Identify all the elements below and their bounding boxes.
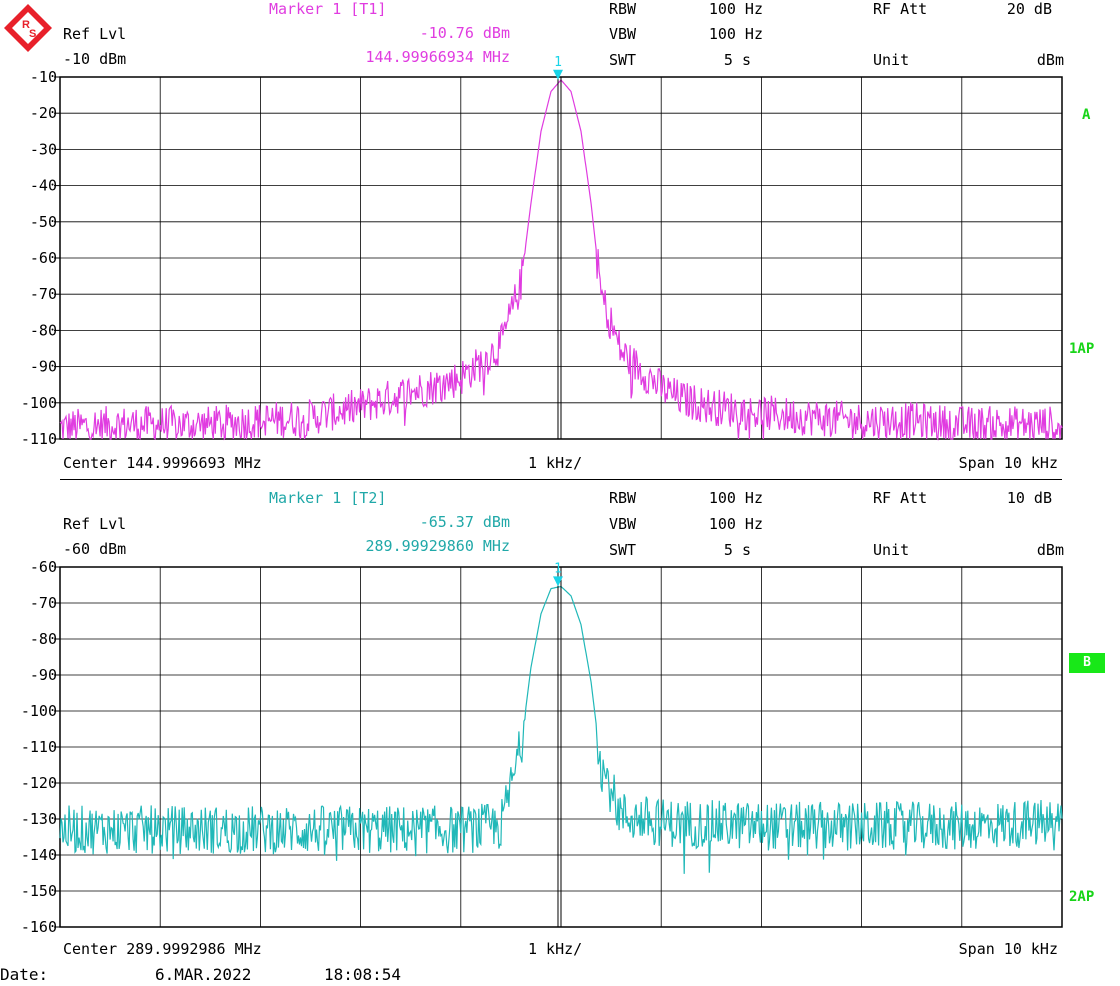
panel1-marker-title: Marker 1 [T1] [269,0,386,18]
panel2-swt-label: SWT [609,541,636,559]
panel2-swt-value: 5 s [670,541,751,559]
panel2-rbw-label: RBW [609,489,636,507]
panel2-mode-tag: 2AP [1069,888,1094,906]
y-tick-label: -110 [21,430,57,448]
date-value: 6.MAR.2022 [155,966,251,984]
panel2-vbw-label: VBW [609,515,636,533]
svg-text:S: S [29,28,36,40]
panel1-rbw-value: 100 Hz [670,0,763,18]
y-tick-label: -140 [21,846,57,864]
plot-frame [60,567,1062,927]
panel1-center: Center 144.9996693 MHz [63,454,262,472]
panel2-att-label: RF Att [873,489,927,507]
panel1-att-value: 20 dB [960,0,1052,18]
panel1-unit-label: Unit [873,51,909,69]
panel2-span: Span 10 kHz [900,940,1058,958]
panel1-span: Span 10 kHz [900,454,1058,472]
y-tick-label: -90 [30,666,57,684]
plot-frame [60,77,1062,439]
panel1-rbw-label: RBW [609,0,636,18]
panel2-marker-title: Marker 1 [T2] [269,489,386,507]
y-tick-label: -50 [30,213,57,231]
marker-triangle-icon [553,576,563,586]
trace-b-tag: B [1069,653,1105,673]
panel1-marker-level: -10.76 dBm [330,24,510,42]
chart-2: -60 -70 -80 -90 -100 -110 -120 -130 -140 -150 -160… [21,558,1062,936]
panel2-marker-level: -65.37 dBm [330,513,510,531]
panel2-unit-value: dBm [990,541,1064,559]
panel1-swt-value: 5 s [670,51,751,69]
trace-a-tag: A [1082,106,1090,124]
panel2-ref-label: Ref Lvl [63,515,126,533]
panel1-ref-value: -10 dBm [63,50,126,68]
panel1-mode-tag: 1AP [1069,340,1094,358]
y-tick-label: -40 [30,177,57,195]
y-tick-label: -30 [30,140,57,158]
panel2-marker-freq: 289.99929860 MHz [290,537,510,555]
y-tick-label: -10 [30,68,57,86]
y-tick-label: -90 [30,358,57,376]
panel-separator [60,479,1062,480]
marker-number: 1 [554,561,562,576]
panel1-marker-freq: 144.99966934 MHz [290,48,510,66]
panel2-ref-value: -60 dBm [63,540,126,558]
panel1-unit-value: dBm [990,51,1064,69]
y-tick-label: -60 [30,249,57,267]
y-tick-label: -110 [21,738,57,756]
panel2-unit-label: Unit [873,541,909,559]
panel1-vbw-value: 100 Hz [670,25,763,43]
panel1-div: 1 kHz/ [528,454,582,472]
panel2-rbw-value: 100 Hz [670,489,763,507]
rohde-schwarz-logo-icon: R S [0,0,56,56]
y-tick-label: -80 [30,630,57,648]
panel2-vbw-value: 100 Hz [670,515,763,533]
marker-triangle-icon [553,70,563,80]
panel2-center: Center 289.9992986 MHz [63,940,262,958]
trace-line [60,80,1062,439]
panel1-ref-label: Ref Lvl [63,25,126,43]
y-tick-label: -120 [21,774,57,792]
y-tick-label: -60 [30,558,57,576]
trace-line [60,586,1062,874]
y-tick-label: -100 [21,702,57,720]
y-tick-label: -130 [21,810,57,828]
y-tick-label: -20 [30,104,57,122]
date-label: Date: [0,966,48,984]
y-tick-label: -160 [21,918,57,936]
y-tick-label: -70 [30,594,57,612]
y-tick-label: -150 [21,882,57,900]
y-tick-label: -70 [30,285,57,303]
panel1-att-label: RF Att [873,0,927,18]
marker-number: 1 [554,55,562,70]
panel1-vbw-label: VBW [609,25,636,43]
panel2-att-value: 10 dB [960,489,1052,507]
panel2-div: 1 kHz/ [528,940,582,958]
y-tick-label: -100 [21,394,57,412]
chart-1: -10 -20 -30 -40 -50 -60 -70 -80 -90 -100 -110 1 [21,55,1062,448]
time-value: 18:08:54 [324,966,401,984]
panel1-swt-label: SWT [609,51,636,69]
y-tick-label: -80 [30,321,57,339]
